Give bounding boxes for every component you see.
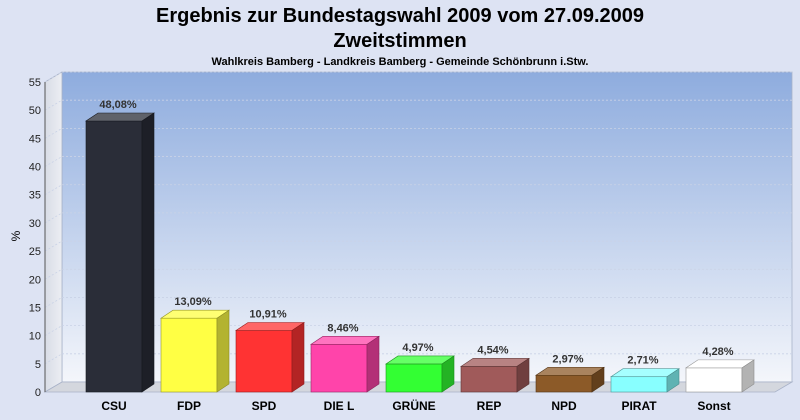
x-tick-label: PIRAT: [621, 399, 657, 413]
bar-front: [310, 344, 368, 393]
data-label: 8,46%: [327, 322, 358, 334]
bar-side: [216, 309, 230, 393]
x-tick-label: REP: [477, 399, 502, 413]
gridline-side: [44, 325, 63, 336]
bar-front: [235, 330, 293, 393]
x-tick-label: SPD: [252, 399, 277, 413]
y-tick-label: 30: [29, 218, 41, 230]
bar-side: [666, 368, 680, 393]
x-axis-labels: CSU FDP SPD DIE L GRÜNE REP NPD PIRAT Sonst: [101, 398, 730, 413]
bar-front: [610, 376, 668, 393]
chart-subtitle-location: Wahlkreis Bamberg - Landkreis Bamberg - …: [212, 56, 589, 68]
gridline-side: [44, 212, 63, 224]
y-tick-label: 55: [29, 77, 41, 89]
bar-front: [460, 366, 518, 393]
gridline-side: [44, 184, 63, 196]
y-tick-label: 0: [35, 387, 41, 399]
gridline-side: [44, 353, 63, 365]
bar-fdp: [160, 309, 230, 393]
y-axis: 0 5 10 15 20 25 30 35 40 45 50 55: [29, 77, 46, 399]
x-tick-label: Sonst: [697, 399, 730, 413]
bar-sonst: [685, 359, 755, 393]
data-label: 13,09%: [174, 296, 212, 308]
data-label: 4,97%: [402, 342, 433, 354]
bar-side: [366, 335, 380, 393]
bar-front: [685, 367, 743, 393]
gridline-side: [44, 156, 63, 167]
bar-npd: [535, 366, 605, 393]
data-label: 2,71%: [627, 355, 658, 367]
gridline-side: [44, 240, 63, 252]
side-wall: [44, 71, 63, 393]
bar-front: [535, 374, 593, 393]
bar-side: [591, 366, 605, 393]
bar-rep: [460, 357, 530, 393]
data-label: 4,54%: [477, 344, 508, 356]
y-tick-label: 50: [29, 105, 41, 117]
chart-title: Ergebnis zur Bundestagswahl 2009 vom 27.…: [156, 5, 644, 27]
data-label: 10,91%: [249, 309, 287, 321]
y-tick-label: 45: [29, 133, 41, 145]
y-tick-label: 40: [29, 162, 41, 174]
data-label: 48,08%: [99, 99, 137, 111]
x-tick-label: DIE L: [324, 399, 355, 413]
bar-grüne: [385, 355, 455, 393]
y-tick-label: 10: [29, 331, 41, 343]
bar-side: [741, 359, 755, 393]
y-axis-label: %: [9, 230, 23, 241]
data-label: 2,97%: [552, 353, 583, 365]
x-tick-label: FDP: [177, 399, 201, 413]
bar-side: [516, 357, 530, 393]
bar-side: [441, 355, 455, 393]
bar-front: [385, 363, 443, 393]
y-tick-label: 15: [29, 302, 41, 314]
y-tick-label: 20: [29, 274, 41, 286]
y-tick-label: 5: [35, 359, 41, 371]
gridline-side: [44, 297, 63, 308]
x-tick-label: NPD: [551, 399, 577, 413]
bar-spd: [235, 321, 305, 393]
x-tick-label: CSU: [101, 399, 126, 413]
bar-die-l: [310, 335, 380, 393]
bar-front: [85, 120, 143, 393]
bar-pirat: [610, 368, 680, 393]
bar-side: [291, 321, 305, 393]
chart-subtitle: Zweitstimmen: [333, 30, 466, 52]
gridline-side: [44, 99, 63, 111]
bar-csu: [85, 112, 155, 393]
gridline-side: [44, 128, 63, 139]
bar-front: [160, 317, 218, 393]
gridline-side: [44, 71, 63, 83]
gridline-side: [44, 268, 63, 280]
data-label: 4,28%: [702, 346, 733, 358]
y-tick-label: 35: [29, 190, 41, 202]
y-tick-label: 25: [29, 246, 41, 258]
x-tick-label: GRÜNE: [392, 398, 435, 413]
bars: 48,08% 13,09% 10,91% 8,46% 4,97% 4,54% 2,97% 2,…: [85, 99, 755, 393]
bar-side: [141, 112, 155, 393]
